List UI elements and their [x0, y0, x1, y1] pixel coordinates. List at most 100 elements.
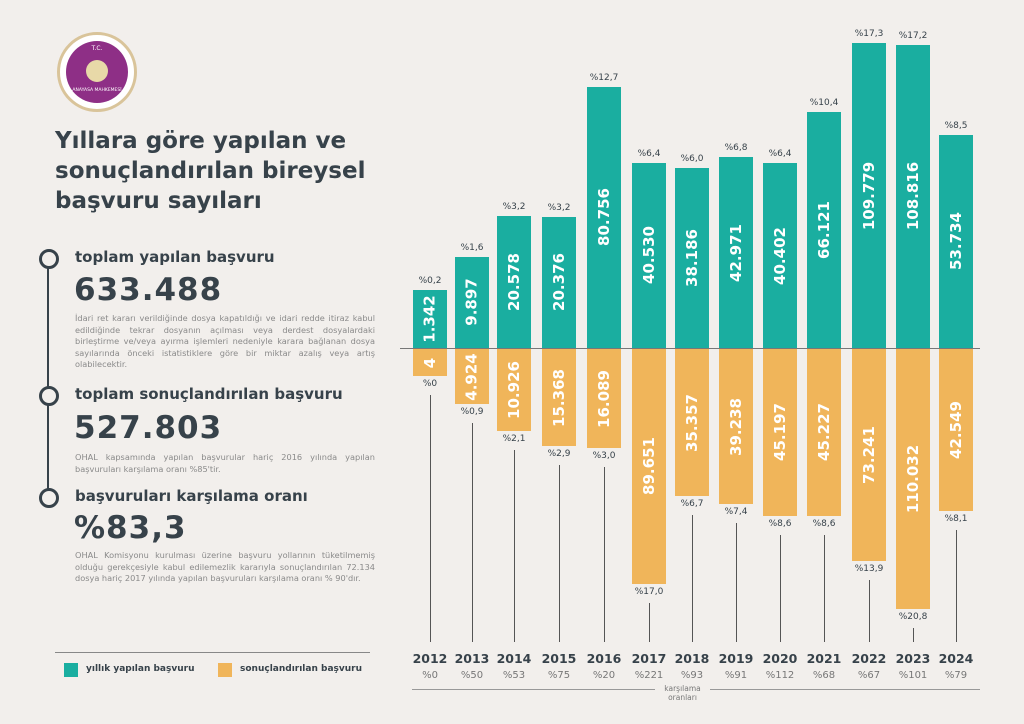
stat-heading: toplam yapılan başvuru — [75, 248, 275, 266]
year-label: 2019 — [718, 651, 754, 666]
constitutional-court-logo: T.C. ANAYASA MAHKEMESİ — [57, 32, 137, 112]
legend-label-filed: yıllık yapılan başvuru — [86, 664, 195, 674]
bar-value-label: 39.238 — [727, 397, 746, 456]
bar-share-label: %8,6 — [768, 518, 792, 529]
emblem-icon — [86, 60, 108, 82]
bar-filed: 38.186 — [675, 168, 709, 348]
bar-filed: 109.779 — [852, 43, 886, 348]
bar-resolved: 4.924 — [455, 349, 489, 404]
bar-share-label: %1,6 — [460, 242, 484, 253]
stat-value: %83,3 — [74, 510, 187, 546]
ratio-label: %50 — [460, 670, 484, 681]
bar-value-label: 110.032 — [904, 444, 923, 514]
leader-line — [956, 529, 957, 642]
stat-note: OHAL Komisyonu kurulması üzerine başvuru… — [75, 550, 375, 583]
bar-filed: 108.816 — [896, 44, 930, 348]
bar-value-label: 1.342 — [421, 295, 440, 343]
bar-value-label: 15.368 — [550, 368, 569, 427]
bar-resolved: 39.238 — [719, 349, 753, 505]
leader-line — [559, 465, 560, 642]
bar-resolved: 42.549 — [939, 349, 973, 511]
bar-value-label: 45.227 — [815, 403, 834, 462]
bar-filed: 42.971 — [719, 157, 753, 348]
bar-share-label: %6,7 — [680, 499, 704, 510]
ratio-label: %221 — [634, 670, 664, 681]
bar-share-label: %20,8 — [898, 612, 928, 623]
leader-line — [692, 515, 693, 642]
bar-resolved: 10.926 — [497, 349, 531, 431]
leader-line — [430, 395, 431, 642]
bar-filed: 40.530 — [632, 162, 666, 348]
bar-value-label: 20.578 — [505, 253, 524, 311]
bar-filed: 53.734 — [939, 134, 973, 348]
ratio-label: %53 — [502, 670, 526, 681]
year-label: 2024 — [938, 651, 974, 666]
bar-share-label: %0,9 — [460, 407, 484, 417]
bar-value-label: 66.121 — [815, 200, 834, 259]
bar-value-label: 20.376 — [550, 253, 569, 312]
bar-filed: 20.578 — [497, 216, 531, 348]
bar-share-label: %0,2 — [418, 276, 442, 286]
ratio-caption: karşılama oranları — [664, 684, 701, 702]
bar-value-label: 42.971 — [727, 223, 746, 282]
bar-value-label: 108.816 — [904, 162, 923, 231]
leader-line — [604, 467, 605, 642]
bar-value-label: 4 — [421, 357, 439, 368]
leader-line — [736, 523, 737, 642]
bar-share-label: %13,9 — [854, 564, 884, 575]
leader-line — [913, 628, 914, 642]
bar-resolved: 73.241 — [852, 349, 886, 562]
bar-value-label: 45.197 — [771, 403, 790, 462]
timeline-line — [47, 258, 49, 503]
bar-share-label: %6,8 — [724, 143, 748, 154]
bar-share-label: %10,4 — [809, 97, 839, 108]
legend-swatch-filed — [64, 663, 78, 677]
ratio-label: %93 — [680, 670, 704, 681]
ratio-label: %101 — [898, 670, 928, 681]
ratio-label: %91 — [724, 670, 748, 681]
bar-value-label: 89.651 — [640, 437, 659, 496]
bar-value-label: 40.402 — [771, 226, 790, 285]
year-label: 2021 — [806, 651, 842, 666]
ratio-rule-right — [710, 689, 980, 690]
baseline — [400, 348, 980, 349]
bar-share-label: %3,2 — [502, 202, 526, 213]
bar-value-label: 42.549 — [947, 400, 966, 459]
stat-value: 527.803 — [74, 410, 223, 446]
bar-value-label: 4.924 — [463, 352, 482, 401]
leader-line — [780, 534, 781, 642]
ratio-label: %112 — [765, 670, 795, 681]
bar-share-label: %2,1 — [502, 433, 526, 444]
bar-value-label: 16.089 — [595, 369, 614, 428]
logo-top-text: T.C. — [91, 45, 103, 52]
bar-value-label: 109.779 — [860, 161, 879, 230]
bar-share-label: %12,7 — [589, 72, 619, 83]
leader-line — [824, 534, 825, 642]
leader-line — [869, 580, 870, 642]
bar-value-label: 35.357 — [683, 393, 702, 452]
bar-share-label: %6,0 — [680, 154, 704, 165]
bar-share-label: %6,4 — [637, 148, 661, 159]
bar-filed: 40.402 — [763, 163, 797, 348]
ratio-label: %75 — [547, 670, 571, 681]
bar-share-label: %17,2 — [898, 30, 928, 41]
bar-value-label: 73.241 — [860, 426, 879, 485]
bar-filed: 1.342 — [413, 290, 447, 348]
stat-note: İdari ret kararı verildiğinde dosya kapa… — [75, 313, 375, 369]
year-label: 2016 — [586, 651, 622, 666]
bar-value-label: 9.897 — [463, 278, 482, 326]
bar-share-label: %17,0 — [634, 586, 664, 597]
bar-resolved: 45.197 — [763, 349, 797, 516]
bar-share-label: %8,5 — [944, 120, 968, 131]
leader-line — [514, 449, 515, 642]
stat-heading: toplam sonuçlandırılan başvuru — [75, 385, 343, 403]
bar-resolved: 45.227 — [807, 349, 841, 516]
ratio-label: %68 — [812, 670, 836, 681]
stat-value: 633.488 — [74, 272, 223, 308]
year-label: 2018 — [674, 651, 710, 666]
stat-note: OHAL kapsamında yapılan başvurular hariç… — [75, 452, 375, 474]
bar-resolved: 110.032 — [896, 349, 930, 610]
bar-filed: 9.897 — [455, 256, 489, 348]
